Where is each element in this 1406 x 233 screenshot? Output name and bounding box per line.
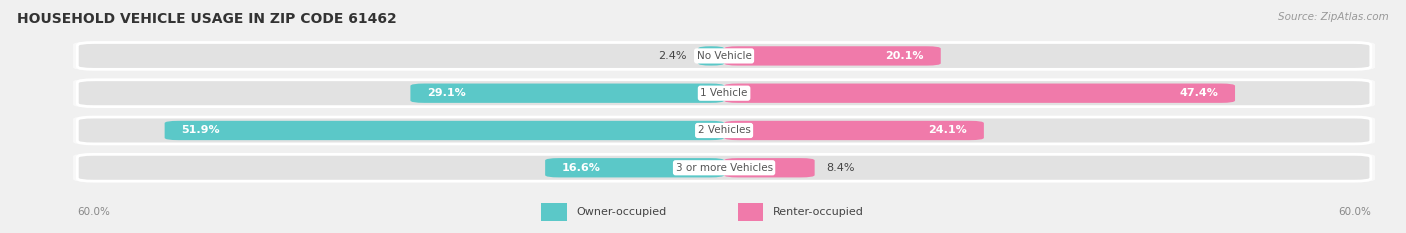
- Text: 2.4%: 2.4%: [658, 51, 688, 61]
- FancyBboxPatch shape: [73, 116, 1375, 145]
- FancyBboxPatch shape: [73, 154, 1375, 182]
- FancyBboxPatch shape: [77, 154, 1371, 181]
- FancyBboxPatch shape: [724, 46, 941, 65]
- FancyBboxPatch shape: [411, 84, 724, 103]
- Bar: [541, 203, 567, 221]
- FancyBboxPatch shape: [73, 42, 1375, 70]
- Text: 16.6%: 16.6%: [562, 163, 600, 173]
- FancyBboxPatch shape: [77, 117, 1371, 144]
- Text: HOUSEHOLD VEHICLE USAGE IN ZIP CODE 61462: HOUSEHOLD VEHICLE USAGE IN ZIP CODE 6146…: [17, 12, 396, 26]
- FancyBboxPatch shape: [77, 80, 1371, 107]
- Text: No Vehicle: No Vehicle: [696, 51, 752, 61]
- Text: 47.4%: 47.4%: [1180, 88, 1218, 98]
- FancyBboxPatch shape: [77, 42, 1371, 69]
- FancyBboxPatch shape: [724, 158, 814, 177]
- Text: 20.1%: 20.1%: [886, 51, 924, 61]
- Text: 8.4%: 8.4%: [825, 163, 855, 173]
- Text: 2 Vehicles: 2 Vehicles: [697, 126, 751, 135]
- Text: 60.0%: 60.0%: [1339, 207, 1371, 217]
- FancyBboxPatch shape: [724, 121, 984, 140]
- FancyBboxPatch shape: [699, 46, 724, 65]
- FancyBboxPatch shape: [73, 79, 1375, 107]
- Bar: [738, 203, 763, 221]
- Text: 24.1%: 24.1%: [928, 126, 967, 135]
- Text: Source: ZipAtlas.com: Source: ZipAtlas.com: [1278, 12, 1389, 22]
- Text: 60.0%: 60.0%: [77, 207, 110, 217]
- FancyBboxPatch shape: [546, 158, 724, 177]
- Text: 1 Vehicle: 1 Vehicle: [700, 88, 748, 98]
- Text: Owner-occupied: Owner-occupied: [576, 207, 666, 217]
- Text: 29.1%: 29.1%: [427, 88, 465, 98]
- FancyBboxPatch shape: [165, 121, 724, 140]
- Text: 51.9%: 51.9%: [181, 126, 221, 135]
- Text: 3 or more Vehicles: 3 or more Vehicles: [675, 163, 773, 173]
- FancyBboxPatch shape: [724, 84, 1234, 103]
- Text: Renter-occupied: Renter-occupied: [773, 207, 865, 217]
